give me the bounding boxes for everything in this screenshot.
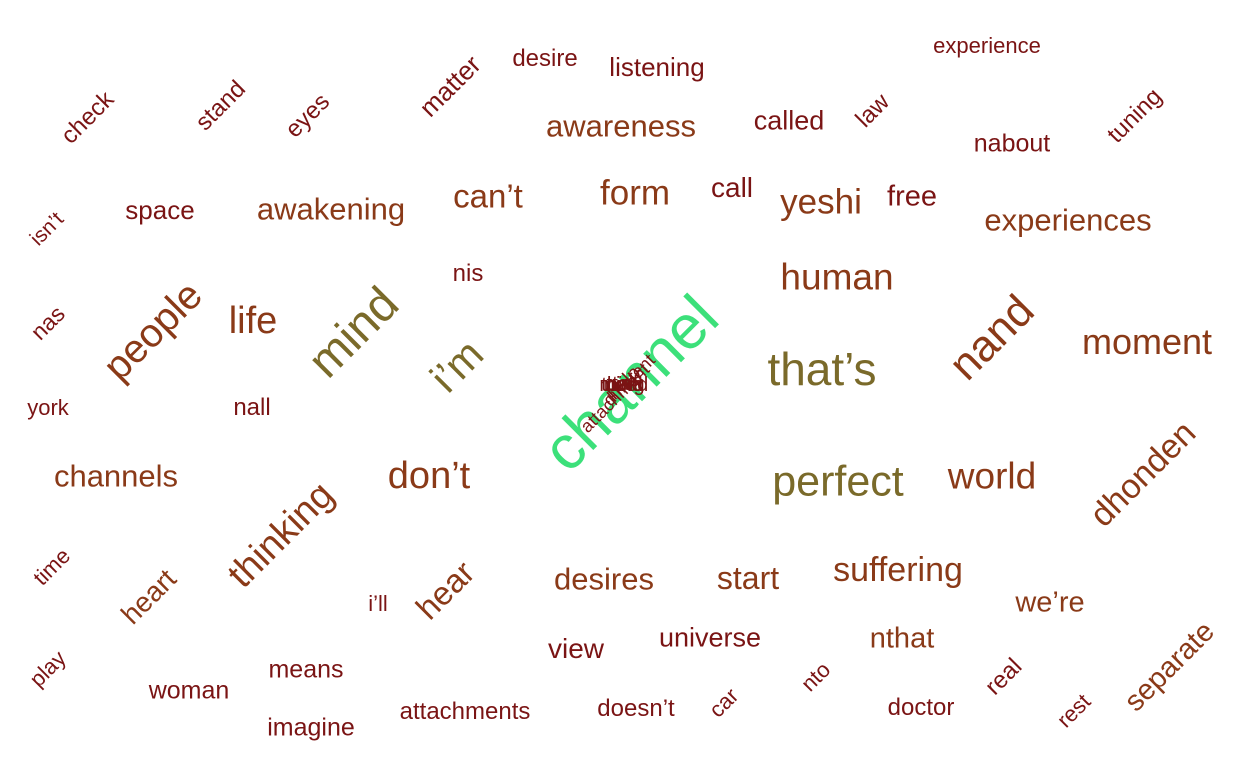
word-52: means [268, 655, 344, 684]
word-34: channels [53, 458, 179, 494]
word-42: i’ll [368, 591, 388, 616]
word-8: called [753, 105, 825, 136]
word-19: free [887, 180, 937, 213]
word-56: doesn’t [597, 695, 675, 722]
word-43: hear [408, 553, 482, 627]
word-49: universe [658, 622, 762, 653]
word-48: view [547, 633, 605, 664]
word-18: yeshi [780, 182, 862, 222]
word-31: moment [1081, 321, 1213, 362]
word-64: mind [599, 374, 643, 396]
word-30: nand [939, 285, 1044, 390]
word-35: don’t [387, 455, 471, 497]
word-12: isn’t [25, 207, 69, 251]
word-61: rest [1051, 688, 1096, 733]
word-50: nthat [869, 622, 935, 655]
word-65: need [603, 374, 649, 396]
word-39: time [28, 543, 76, 591]
word-4: check [55, 85, 120, 150]
word-58: nto [795, 656, 836, 697]
word-55: attachments [399, 698, 531, 725]
word-1: desire [512, 45, 578, 72]
word-2: listening [609, 52, 705, 82]
word-26: mind [298, 277, 410, 389]
word-33: nall [233, 394, 271, 421]
word-29: that’s [767, 343, 877, 395]
word-54: imagine [267, 713, 355, 742]
word-60: real [979, 652, 1028, 701]
word-5: stand [190, 75, 251, 136]
word-23: nas [25, 300, 70, 345]
word-25: life [228, 300, 278, 342]
word-41: thinking [219, 473, 343, 597]
word-10: nabout [973, 129, 1051, 158]
word-57: car [704, 683, 744, 723]
word-53: woman [148, 676, 230, 705]
word-32: york [27, 395, 69, 420]
word-46: suffering [833, 551, 963, 589]
word-40: heart [115, 563, 183, 631]
word-9: law [850, 88, 895, 133]
word-45: start [716, 560, 780, 596]
word-13: space [125, 195, 195, 225]
word-51: play [24, 645, 71, 692]
word-17: call [710, 172, 754, 203]
word-22: human [780, 256, 894, 298]
word-47: we’re [1015, 586, 1085, 619]
word-7: awareness [546, 108, 696, 144]
word-24: people [94, 272, 212, 390]
word-6: eyes [280, 88, 336, 144]
word-44: desires [554, 561, 654, 597]
word-36: perfect [772, 457, 904, 506]
word-20: experiences [984, 202, 1152, 238]
word-11: tuning [1101, 82, 1168, 149]
word-62: separate [1118, 615, 1221, 718]
word-21: nis [452, 260, 484, 287]
word-27: i’m [421, 330, 493, 402]
word-3: matter [413, 49, 487, 123]
word-38: dhonden [1082, 413, 1204, 535]
word-59: doctor [887, 694, 955, 721]
word-67: ttalk [606, 373, 644, 395]
word-14: awakening [256, 191, 406, 227]
word-15: can’t [453, 177, 523, 215]
word-0: experience [933, 33, 1041, 58]
word-37: world [947, 455, 1037, 497]
word-16: form [600, 173, 670, 213]
word-63: thing [601, 374, 645, 396]
